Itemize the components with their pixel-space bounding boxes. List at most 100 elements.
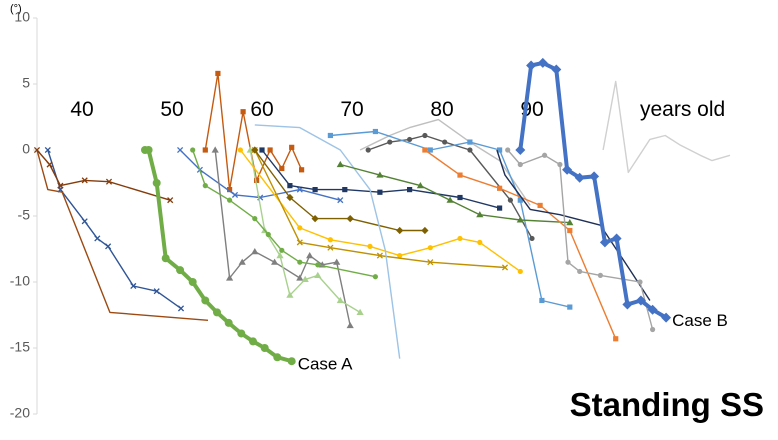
marker: [327, 237, 333, 243]
marker: [387, 139, 393, 145]
marker: [537, 57, 548, 68]
marker: [574, 172, 585, 183]
marker: [457, 235, 463, 242]
marker: [407, 187, 413, 193]
marker: [505, 147, 511, 153]
series-line: [367, 134, 533, 239]
series-line: [340, 163, 570, 224]
marker: [516, 216, 524, 223]
marker: [551, 64, 562, 75]
marker: [188, 278, 197, 286]
marker: [407, 136, 413, 143]
marker: [421, 226, 429, 235]
marker: [427, 245, 433, 251]
y-tick-label: 10: [14, 9, 30, 25]
marker: [477, 239, 483, 245]
marker: [427, 147, 433, 153]
x-tick-label: 80: [430, 98, 453, 121]
marker: [177, 146, 184, 154]
marker: [476, 211, 484, 218]
marker: [297, 225, 303, 231]
marker: [457, 172, 463, 178]
marker: [562, 164, 573, 175]
marker: [81, 218, 88, 225]
marker: [497, 147, 503, 153]
marker: [231, 191, 239, 198]
marker: [201, 296, 210, 305]
marker: [422, 147, 428, 153]
marker: [286, 291, 294, 298]
marker: [377, 189, 383, 195]
marker: [314, 271, 322, 278]
marker: [637, 279, 643, 285]
marker: [238, 258, 246, 265]
marker: [202, 183, 208, 189]
marker: [589, 171, 600, 182]
series-line: [254, 149, 506, 269]
marker: [507, 197, 513, 203]
marker: [153, 288, 160, 295]
series-line: [424, 149, 617, 340]
marker: [372, 128, 378, 135]
marker: [557, 161, 563, 168]
marker: [497, 185, 503, 191]
x-tick-label: 40: [70, 98, 93, 121]
series-line: [602, 80, 731, 174]
marker: [227, 197, 233, 203]
marker: [33, 146, 41, 154]
marker: [211, 146, 219, 153]
marker: [622, 299, 633, 310]
marker: [271, 258, 279, 265]
marker: [356, 308, 364, 315]
marker: [501, 264, 509, 271]
marker: [365, 147, 371, 153]
x-tick-label: 70: [340, 98, 363, 121]
marker: [260, 344, 269, 352]
series-line: [47, 149, 182, 309]
marker: [105, 243, 112, 250]
marker: [252, 216, 258, 222]
marker: [289, 144, 295, 150]
marker: [367, 243, 373, 249]
marker: [202, 147, 208, 153]
marker: [342, 187, 348, 193]
marker: [81, 177, 88, 184]
marker: [577, 268, 583, 275]
y-tick-label: -10: [10, 273, 30, 289]
marker: [497, 205, 503, 211]
marker: [279, 247, 285, 253]
marker: [57, 182, 64, 189]
y-tick-label: -15: [10, 339, 30, 355]
y-unit: (°): [10, 3, 22, 15]
marker: [237, 329, 246, 338]
marker: [287, 183, 293, 189]
marker: [176, 266, 185, 275]
marker: [442, 139, 448, 145]
marker: [249, 337, 257, 346]
series-line: [254, 149, 425, 232]
marker: [276, 252, 284, 259]
marker: [167, 197, 174, 204]
marker: [237, 147, 243, 153]
series-line: [254, 124, 401, 359]
marker: [251, 248, 259, 255]
marker: [105, 178, 113, 185]
marker: [337, 197, 344, 204]
y-tick-label: 0: [22, 141, 30, 157]
marker: [517, 268, 523, 275]
marker: [336, 296, 344, 304]
series-line: [261, 149, 500, 209]
marker: [611, 233, 622, 244]
marker: [279, 165, 285, 172]
series-line: [36, 149, 209, 321]
marker: [376, 252, 383, 259]
marker: [517, 197, 523, 203]
marker: [273, 353, 282, 362]
marker: [94, 235, 101, 242]
marker: [372, 274, 378, 280]
y-tick-label: -20: [10, 405, 30, 421]
marker: [190, 147, 196, 153]
marker: [44, 146, 51, 154]
marker: [213, 308, 221, 317]
marker: [306, 252, 314, 259]
